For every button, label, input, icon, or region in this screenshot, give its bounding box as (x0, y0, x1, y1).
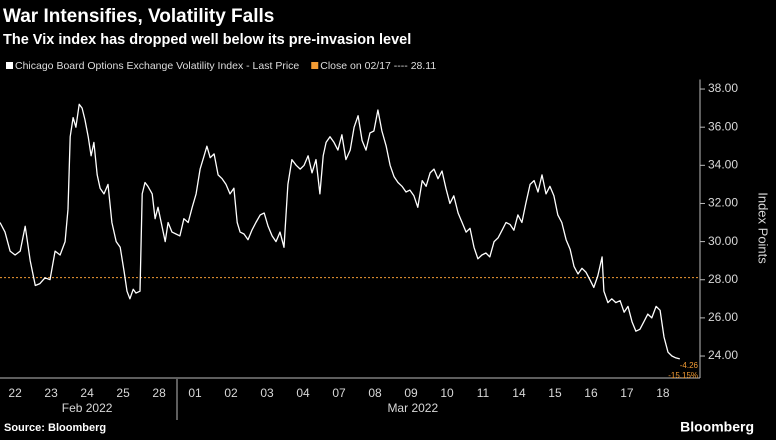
y-tick-label: 26.00 (708, 310, 738, 324)
x-tick-label: 23 (44, 386, 58, 400)
y-tick-label: 34.00 (708, 157, 738, 171)
change-annotation: -15.15% (668, 371, 698, 380)
month-label: Mar 2022 (387, 401, 438, 415)
chart-title: War Intensifies, Volatility Falls (3, 6, 274, 27)
month-label: Feb 2022 (62, 401, 113, 415)
x-tick-label: 11 (477, 386, 490, 400)
x-tick-label: 16 (584, 386, 598, 400)
series-line (0, 103, 680, 360)
change-annotation: -4.26 (680, 361, 699, 370)
x-tick-label: 28 (152, 386, 166, 400)
x-tick-label: 22 (8, 386, 22, 400)
x-tick-label: 09 (404, 386, 418, 400)
legend-swatch (6, 62, 13, 69)
x-tick-label: 17 (620, 386, 634, 400)
y-axis-label: Index Points (756, 192, 771, 264)
legend-swatch (311, 62, 319, 69)
x-tick-label: 18 (656, 386, 670, 400)
x-tick-label: 01 (188, 386, 202, 400)
x-tick-label: 04 (296, 386, 310, 400)
x-tick-label: 02 (224, 386, 238, 400)
x-tick-label: 07 (332, 386, 346, 400)
legend-label: Chicago Board Options Exchange Volatilit… (15, 60, 299, 72)
y-tick-label: 28.00 (708, 272, 738, 286)
x-tick-label: 24 (80, 386, 94, 400)
x-tick-label: 15 (548, 386, 562, 400)
chart-subtitle: The Vix index has dropped well below its… (3, 32, 411, 48)
x-tick-label: 10 (440, 386, 454, 400)
x-tick-label: 08 (368, 386, 382, 400)
y-tick-label: 32.00 (708, 196, 738, 210)
x-tick-label: 14 (512, 386, 526, 400)
y-tick-label: 24.00 (708, 348, 738, 362)
y-tick-label: 30.00 (708, 234, 738, 248)
source-note: Source: Bloomberg (4, 422, 106, 434)
x-tick-label: 25 (116, 386, 130, 400)
x-tick-label: 03 (260, 386, 274, 400)
y-tick-label: 38.00 (708, 81, 738, 95)
brand-logo: Bloomberg (680, 419, 754, 435)
y-tick-label: 36.00 (708, 119, 738, 133)
legend-label: Close on 02/17 ---- 28.11 (320, 60, 436, 72)
